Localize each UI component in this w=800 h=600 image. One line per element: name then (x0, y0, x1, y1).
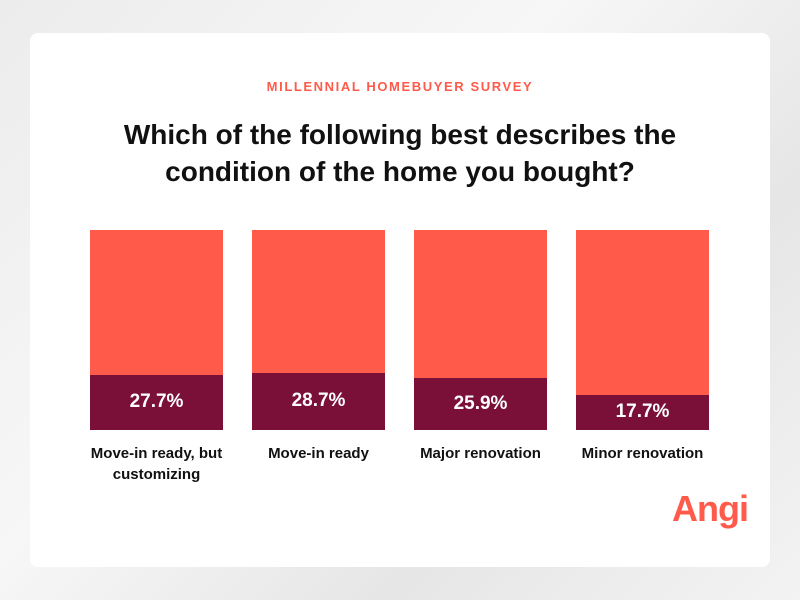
chart-subtitle: MILLENNIAL HOMEBUYER SURVEY (266, 79, 534, 94)
logo: Angi (672, 488, 749, 529)
x-tick-label: Major renovation (420, 445, 541, 462)
value-label: 28.7% (291, 390, 346, 412)
value-label: 25.9% (453, 393, 508, 415)
x-tick-label: Move-in ready, but customizing (90, 445, 223, 483)
chart-title: Which of the following best describes th… (123, 119, 677, 187)
bar (576, 394, 709, 430)
bar (252, 372, 385, 430)
value-label: 27.7% (129, 391, 184, 413)
bar (414, 378, 547, 430)
bar (90, 374, 223, 430)
x-tick-label: Minor renovation (581, 445, 704, 462)
x-tick-label: Move-in ready (268, 445, 369, 462)
value-label: 17.7% (615, 401, 670, 423)
